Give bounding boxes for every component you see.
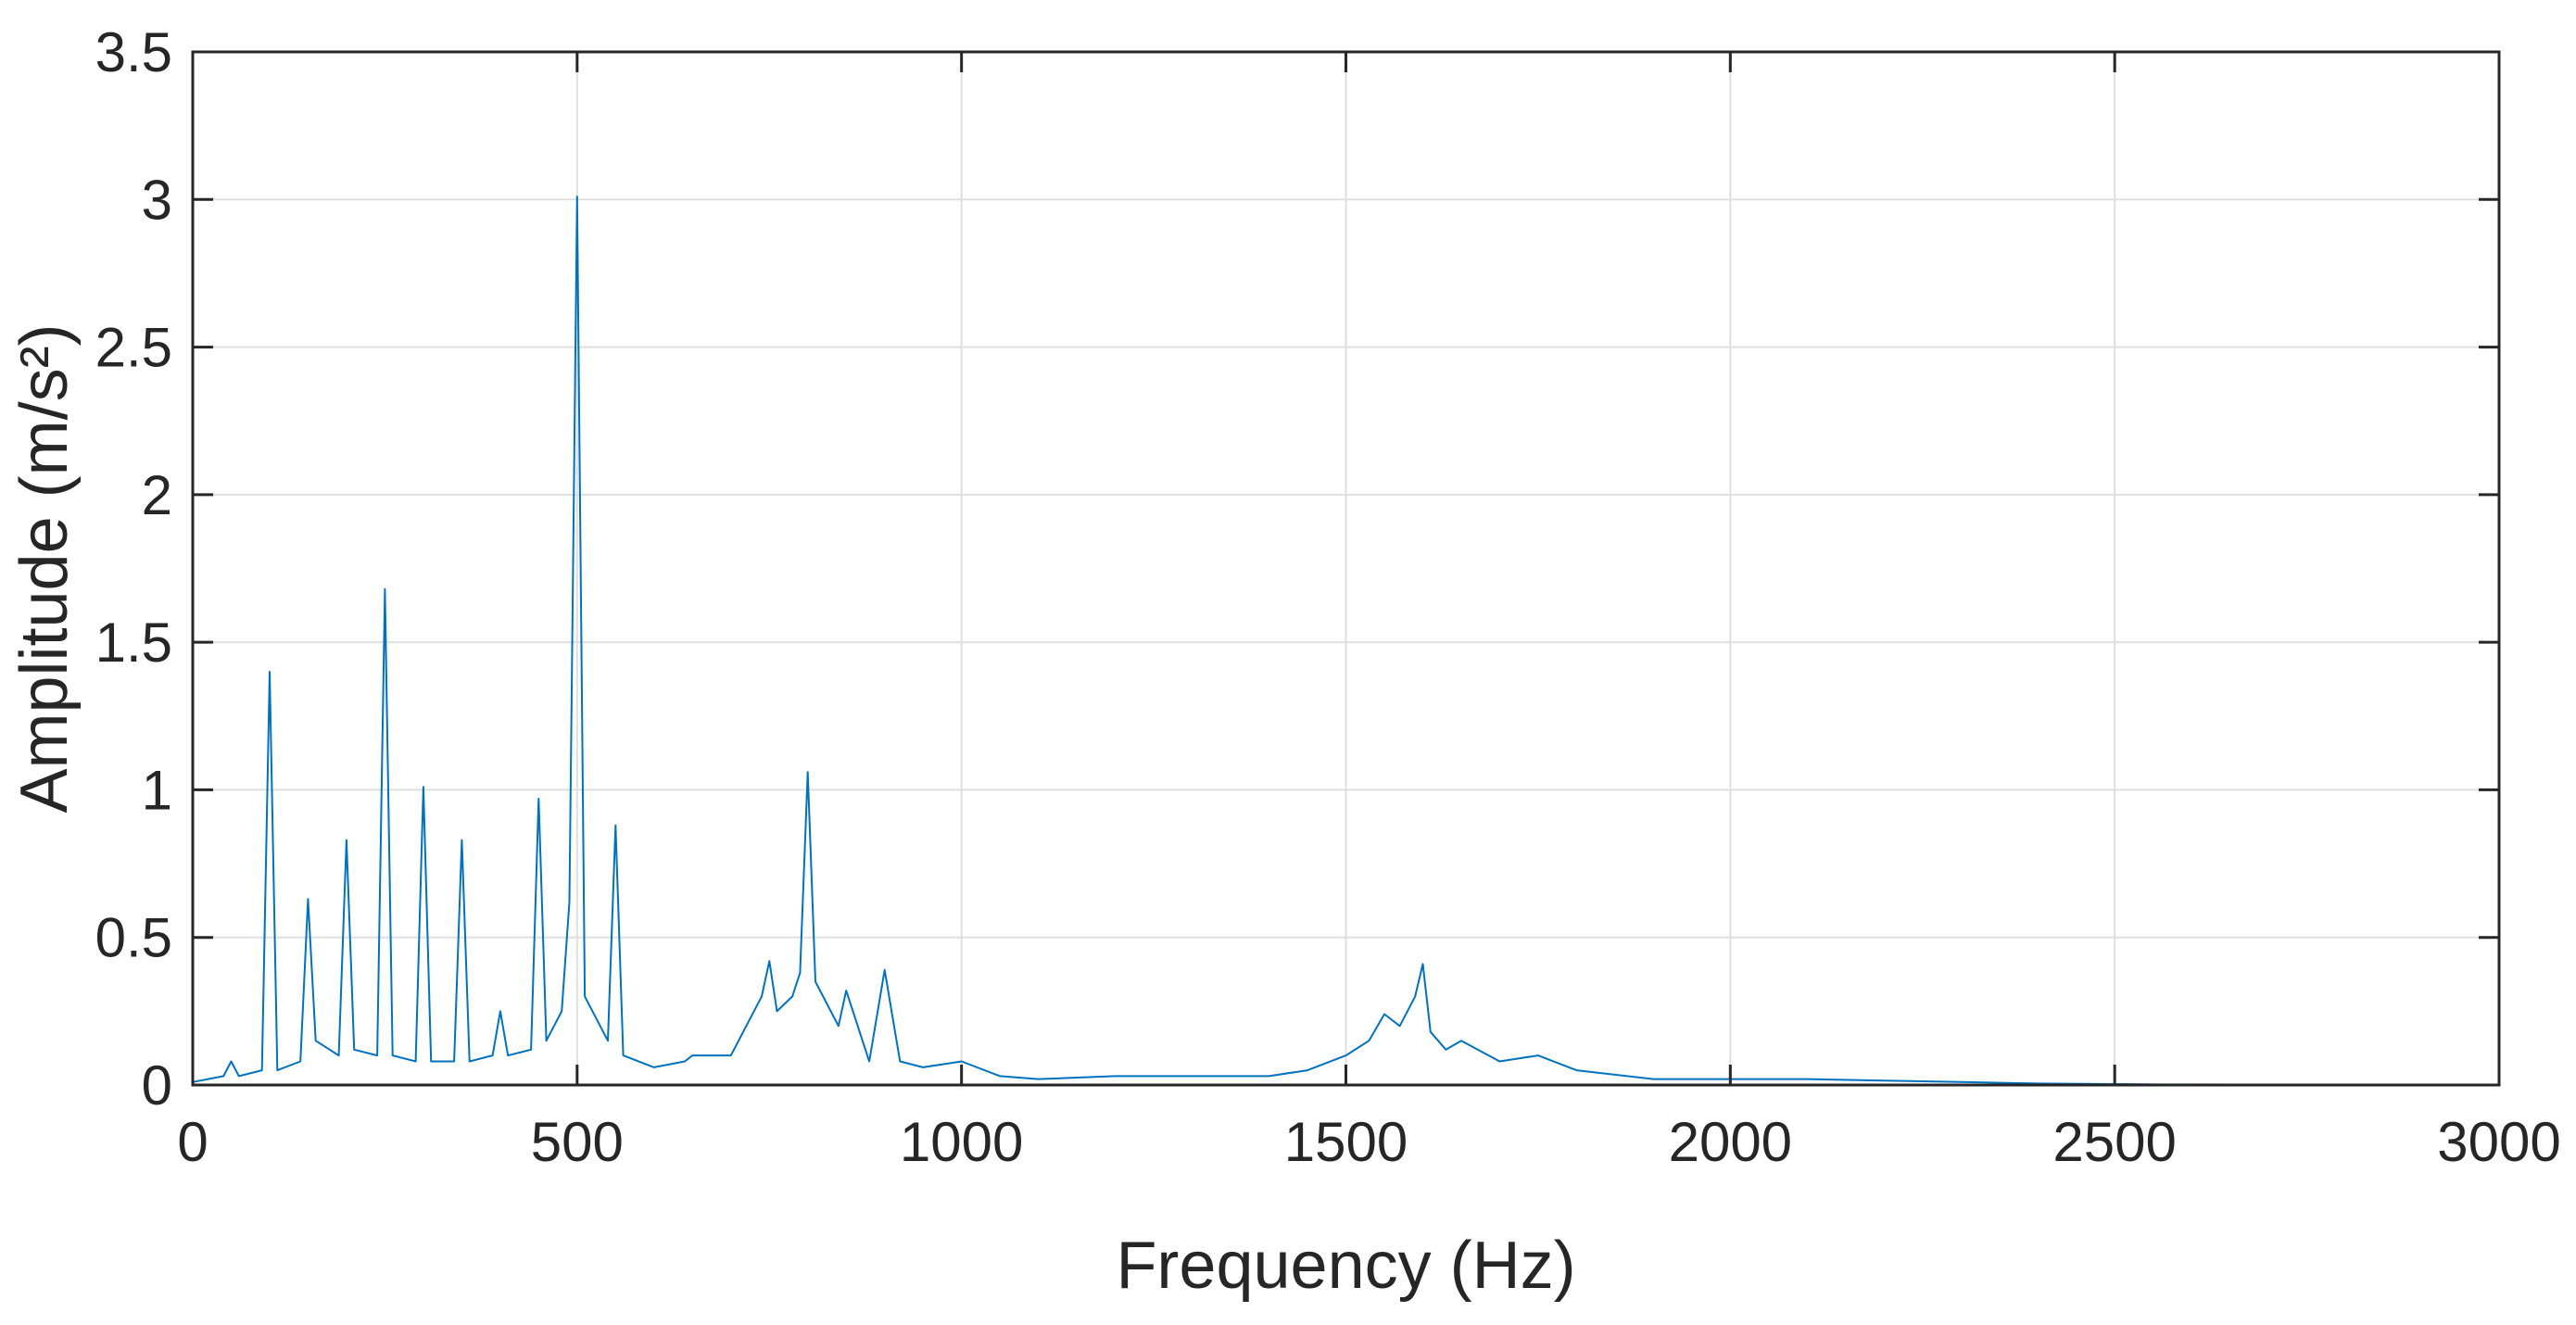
spectrum-series-line: [192, 196, 2500, 1086]
x-tick-label: 0: [177, 1111, 208, 1173]
y-axis-label: Amplitude (m/s²): [7, 323, 82, 813]
y-tick-label: 1.5: [95, 612, 172, 674]
y-tick-label: 0.5: [95, 907, 172, 969]
y-tick-label: 2: [142, 464, 172, 526]
tick-marks: [191, 50, 2501, 1087]
x-axis-label: Frequency (Hz): [1116, 1229, 1575, 1303]
y-tick-label: 3.5: [95, 21, 172, 83]
grid-lines: [192, 51, 2500, 1086]
x-tick-label: 2000: [1669, 1111, 1792, 1173]
x-tick-label: 3000: [2437, 1111, 2560, 1173]
x-tick-labels: 0 500 1000 1500 2000 2500 3000: [177, 1111, 2560, 1173]
x-tick-label: 1000: [900, 1111, 1023, 1173]
y-tick-label: 2.5: [95, 317, 172, 379]
y-tick-label: 3: [142, 169, 172, 231]
x-tick-label: 500: [531, 1111, 624, 1173]
series-layer: [192, 196, 2500, 1086]
x-tick-label: 2500: [2052, 1111, 2176, 1173]
y-tick-label: 1: [142, 759, 172, 821]
x-tick-label: 1500: [1284, 1111, 1408, 1173]
y-tick-labels: 0 0.5 1 1.5 2 2.5 3 3.5: [95, 21, 172, 1117]
y-tick-label: 0: [142, 1054, 172, 1117]
